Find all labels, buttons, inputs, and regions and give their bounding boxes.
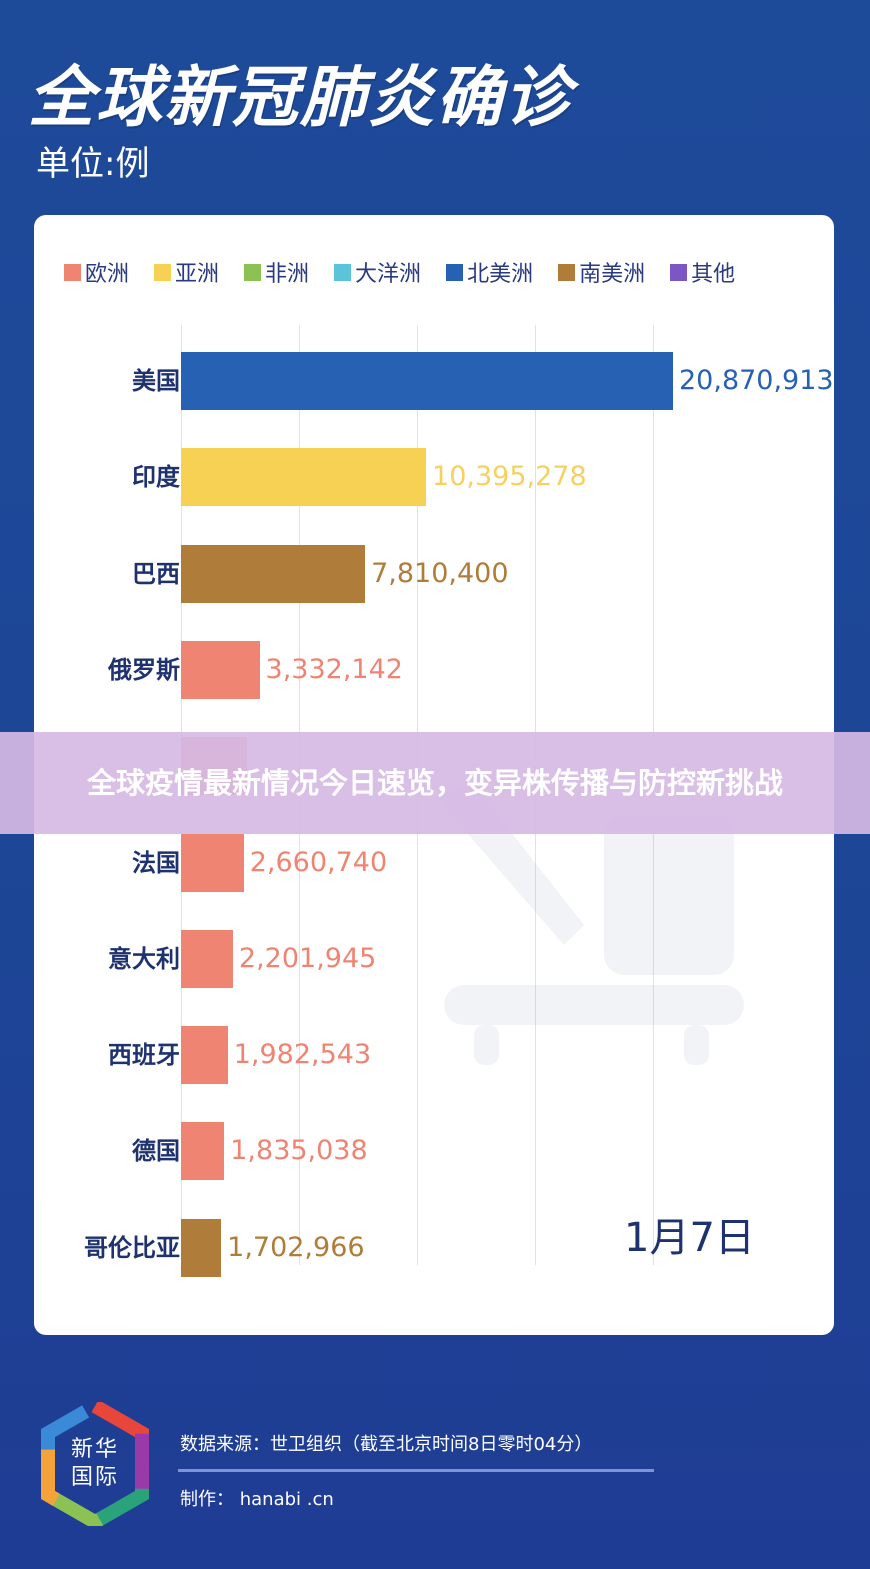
- logo-line-1: 新华: [70, 1437, 119, 1462]
- page-title: 全球新冠肺炎确诊: [28, 59, 572, 136]
- value-label: 7,810,400: [371, 557, 509, 589]
- legend-item: 亚洲: [154, 256, 219, 288]
- country-label: 印度: [132, 463, 180, 492]
- bar: [181, 544, 366, 603]
- country-label: 西班牙: [108, 1041, 180, 1070]
- legend-item: 北美洲: [446, 256, 533, 288]
- bar-row: 美国 20,870,913: [34, 352, 834, 410]
- bar: [181, 448, 427, 507]
- data-source: 数据来源：世卫组织（截至北京时间8日零时04分）: [180, 1434, 593, 1455]
- maker-credit: 制作： hanabi .cn: [180, 1489, 334, 1510]
- legend-label: 大洋洲: [355, 262, 422, 287]
- legend-swatch: [446, 263, 464, 281]
- legend-swatch: [244, 263, 262, 281]
- legend-label: 欧洲: [85, 262, 130, 287]
- bar-row: 西班牙 1,982,543: [34, 1026, 834, 1085]
- country-label: 法国: [132, 848, 180, 877]
- country-label: 美国: [132, 367, 180, 395]
- bar-row: 哥伦比亚 1,702,966: [34, 1218, 834, 1277]
- legend-item: 其他: [670, 256, 735, 288]
- bar-row: 巴西 7,810,400: [34, 544, 834, 603]
- legend-swatch: [670, 263, 688, 281]
- bar-row: 法国 2,660,740: [34, 833, 834, 892]
- legend-swatch: [154, 263, 172, 281]
- country-label: 德国: [132, 1137, 180, 1166]
- unit-label: 单位:例: [36, 144, 150, 184]
- value-label: 2,660,740: [249, 846, 388, 878]
- logo-text: 新华 国际: [38, 1402, 152, 1526]
- country-label: 俄罗斯: [108, 655, 180, 684]
- legend-label: 非洲: [265, 262, 310, 287]
- value-label: 3,332,142: [265, 653, 403, 685]
- bar: [181, 929, 233, 988]
- bar: [181, 1026, 228, 1085]
- legend-label: 其他: [691, 262, 736, 287]
- legend-item: 欧洲: [64, 256, 129, 288]
- logo-line-2: 国际: [70, 1465, 119, 1490]
- bar-row: 意大利 2,201,945: [34, 929, 834, 988]
- value-label: 2,201,945: [238, 942, 377, 974]
- legend-label: 亚洲: [175, 262, 220, 287]
- legend-item: 非洲: [244, 256, 309, 288]
- bar: [181, 640, 260, 699]
- bar: [181, 1218, 222, 1277]
- legend-item: 南美洲: [558, 256, 645, 288]
- value-label: 10,395,278: [432, 461, 587, 493]
- country-label: 意大利: [108, 944, 180, 973]
- value-label: 1,835,038: [230, 1135, 368, 1167]
- bar-row: 印度 10,395,278: [34, 448, 834, 507]
- legend-item: 大洋洲: [334, 256, 421, 288]
- xinhua-logo: 新华 国际: [38, 1397, 152, 1531]
- legend: 欧洲 亚洲 非洲 大洋洲 北美洲 南美洲 其他: [64, 257, 760, 287]
- bar-row: 俄罗斯 3,332,142: [34, 640, 834, 699]
- date-label: 1月7日: [624, 1215, 755, 1261]
- legend-label: 南美洲: [579, 262, 646, 287]
- legend-label: 北美洲: [467, 262, 534, 287]
- headline-banner: 全球疫情最新情况今日速览，变异株传播与防控新挑战: [0, 732, 870, 834]
- bar: [181, 833, 244, 892]
- headline-text: 全球疫情最新情况今日速览，变异株传播与防控新挑战: [86, 766, 783, 800]
- bar: [181, 352, 673, 410]
- value-label: 1,982,543: [233, 1039, 372, 1071]
- value-label: 1,702,966: [227, 1231, 365, 1263]
- bar: [181, 1122, 225, 1181]
- footer-divider: [178, 1469, 654, 1472]
- country-label: 哥伦比亚: [84, 1233, 180, 1262]
- legend-swatch: [334, 263, 352, 281]
- legend-swatch: [64, 263, 81, 281]
- country-label: 巴西: [132, 559, 180, 588]
- legend-swatch: [558, 263, 576, 281]
- logo-ring-icon: [41, 1397, 149, 1531]
- value-label: 20,870,913: [679, 365, 834, 396]
- bar-row: 德国 1,835,038: [34, 1122, 834, 1181]
